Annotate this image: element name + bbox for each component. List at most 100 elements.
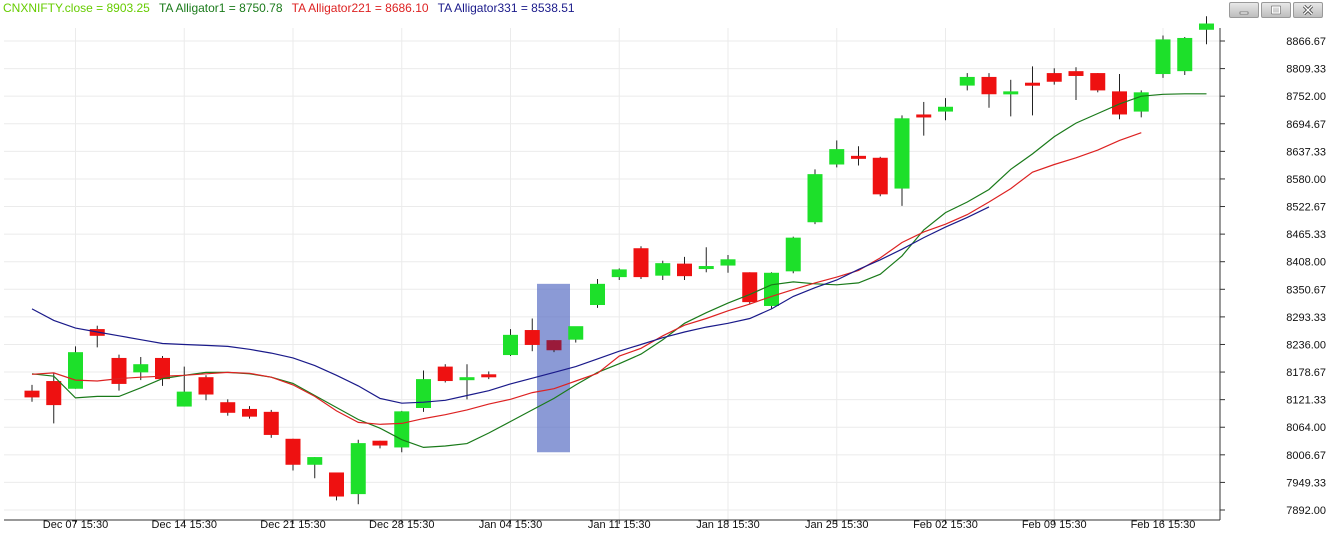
candle-body [481, 374, 497, 378]
y-tick-label: 8465.33 [1286, 229, 1326, 241]
candle-body [590, 283, 605, 306]
candle [611, 268, 627, 280]
candle [394, 410, 410, 453]
candle [133, 356, 149, 381]
minimize-icon [1239, 11, 1249, 15]
candle-body [742, 272, 758, 303]
candle [437, 364, 453, 383]
candle [677, 256, 692, 280]
candle-body [785, 237, 801, 272]
candle-body [938, 106, 953, 112]
candle [851, 146, 866, 166]
candle [242, 406, 257, 419]
candle-body [1177, 37, 1193, 72]
candle [720, 254, 736, 273]
candle [503, 329, 518, 357]
indicator-line [31, 206, 990, 404]
candle-body [198, 377, 214, 395]
candle-body [894, 118, 910, 189]
candles [24, 16, 1214, 505]
candle [742, 272, 758, 305]
candle-body [524, 330, 540, 345]
selection-highlight [537, 283, 570, 453]
candle [263, 409, 279, 438]
grid [4, 28, 1220, 520]
maximize-icon [1271, 5, 1281, 15]
y-tick-label: 7949.33 [1286, 477, 1326, 489]
y-tick-label: 8350.67 [1286, 284, 1326, 296]
candle-body [1199, 23, 1214, 30]
candle [350, 439, 366, 505]
y-tick-label: 8752.00 [1286, 91, 1326, 103]
candle [372, 440, 388, 449]
candle [938, 98, 953, 121]
candle-body [807, 174, 823, 223]
x-tick-label: Jan 25 15:30 [805, 519, 869, 531]
candle-body [981, 76, 997, 95]
candle [111, 354, 127, 391]
candle [568, 326, 584, 343]
indicator-lines [31, 93, 1207, 449]
candle-body [851, 155, 866, 159]
y-tick-label: 8809.33 [1286, 64, 1326, 76]
y-tick-label: 8293.33 [1286, 312, 1326, 324]
candle [1025, 66, 1040, 116]
close-icon [1303, 5, 1313, 15]
candle [546, 340, 562, 353]
candle [285, 438, 301, 471]
candle [220, 399, 236, 416]
candle-body [24, 390, 40, 398]
x-tick-label: Jan 18 15:30 [696, 519, 760, 531]
minimize-button[interactable] [1229, 2, 1259, 18]
candle-body [133, 364, 149, 373]
candle [829, 140, 845, 168]
candle [329, 472, 344, 501]
candle-body [372, 440, 388, 446]
candle [785, 236, 801, 274]
candle-body [220, 402, 236, 413]
candle [1068, 67, 1084, 101]
y-tick-label: 8064.00 [1286, 422, 1326, 434]
candle-body [1068, 71, 1084, 76]
candle-body [872, 157, 888, 195]
y-tick-label: 8580.00 [1286, 174, 1326, 186]
candle-body [546, 340, 562, 351]
legend-alligator1: TA Alligator1 = 8750.78 [158, 1, 283, 15]
candle-body [46, 381, 62, 406]
close-button[interactable] [1293, 2, 1323, 18]
candle [590, 279, 605, 308]
y-tick-label: 8121.33 [1286, 395, 1326, 407]
candle-body [350, 443, 366, 495]
candle [1003, 79, 1019, 117]
candle [1155, 35, 1171, 78]
candle [698, 247, 714, 273]
y-tick-label: 8408.00 [1286, 257, 1326, 269]
candle [416, 370, 431, 412]
x-tick-label: Dec 14 15:30 [152, 519, 217, 531]
candle-body [503, 334, 518, 356]
candle-body [394, 411, 410, 448]
candle-body [959, 76, 975, 86]
candle-body [307, 457, 323, 465]
y-axis: 8866.67 8809.33 8752.00 8694.67 8637.33 8580.… [1219, 28, 1326, 520]
indicator-line [31, 132, 1142, 425]
x-tick-label: Dec 07 15:30 [43, 519, 108, 531]
candle [872, 156, 888, 197]
candle-body [111, 357, 127, 384]
candle-body [677, 263, 692, 277]
maximize-button[interactable] [1261, 2, 1291, 18]
candle [1133, 90, 1149, 118]
candle [155, 356, 170, 386]
candle-body [764, 272, 779, 306]
candle-body [916, 114, 932, 118]
y-tick-label: 8178.67 [1286, 367, 1326, 379]
candle [459, 364, 475, 400]
candle [1046, 68, 1062, 85]
candle-body [176, 391, 192, 407]
candle-body [611, 269, 627, 278]
candle [24, 384, 40, 402]
candle-body [68, 352, 83, 389]
x-tick-label: Dec 28 15:30 [369, 519, 434, 531]
candle [959, 73, 975, 91]
candle [1090, 73, 1106, 93]
